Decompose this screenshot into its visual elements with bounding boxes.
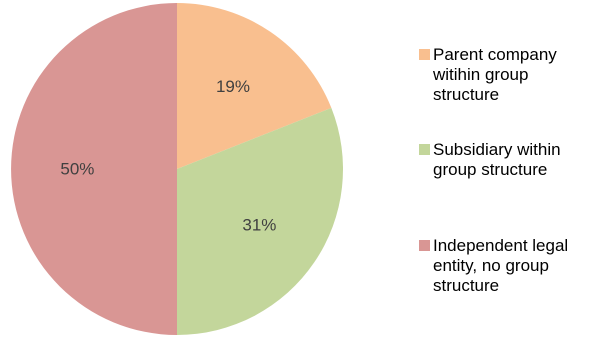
data-label-2: 31% <box>242 215 276 234</box>
data-label-3: 50% <box>60 160 94 179</box>
legend-swatch-3 <box>419 240 430 251</box>
pie-slice-3 <box>11 3 177 335</box>
legend-swatch-1 <box>419 49 430 60</box>
pie-data-labels: 19% 31% 50% <box>60 77 276 234</box>
pie-slice-2 <box>177 107 343 335</box>
legend-label-1-line-2: witihin group <box>432 65 528 84</box>
pie-slice-1 <box>177 3 332 169</box>
legend-swatch-2 <box>419 144 430 155</box>
legend-label-3-line-3: structure <box>433 276 499 295</box>
legend-label-2-line-1: Subsidiary within <box>433 140 561 159</box>
legend-label-1-line-3: structure <box>433 85 499 104</box>
legend-label-1-line-1: Parent company <box>433 45 557 64</box>
data-label-1: 19% <box>216 77 250 96</box>
legend-label-3-line-1: Independent legal <box>433 236 568 255</box>
legend-label-3-line-2: entity, no group <box>433 256 549 275</box>
legend-label-2-line-2: group structure <box>433 160 547 179</box>
pie-slices <box>11 3 343 335</box>
